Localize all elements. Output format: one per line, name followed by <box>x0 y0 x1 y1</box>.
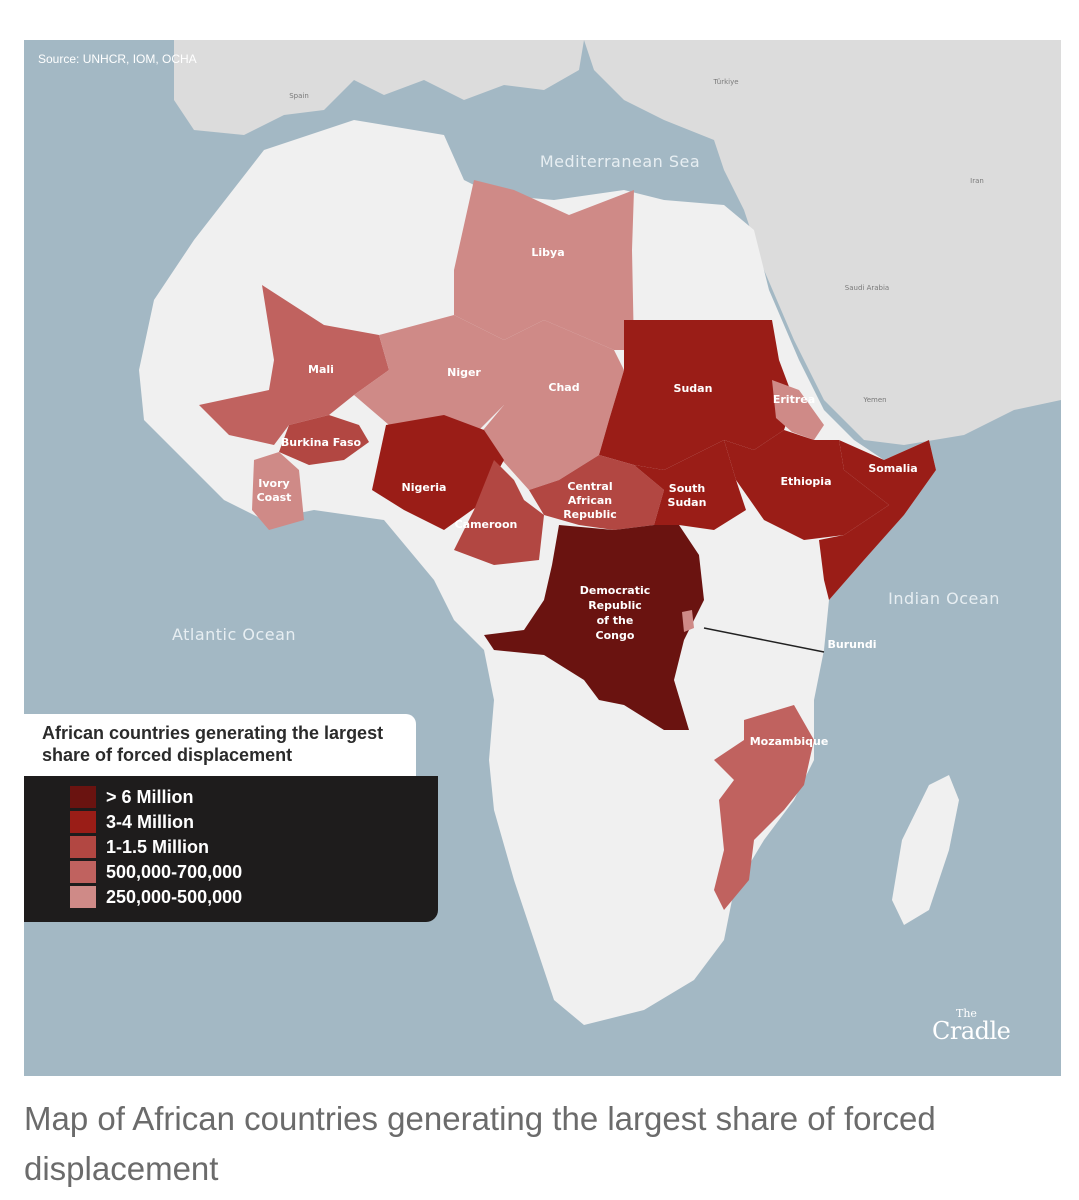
mediterranean-sea-label: Mediterranean Sea <box>540 152 700 171</box>
legend-swatch <box>70 861 96 883</box>
turkiye-label: Türkiye <box>712 78 738 86</box>
legend-swatch <box>70 836 96 858</box>
atlantic-ocean-label: Atlantic Ocean <box>172 625 296 644</box>
drc-label-line3: of the <box>597 614 634 627</box>
cradle-logo: The Cradle <box>932 1007 1011 1045</box>
ethiopia-label: Ethiopia <box>781 475 832 488</box>
country-ivory-coast <box>252 452 304 530</box>
legend-title: African countries generating the largest… <box>24 714 416 776</box>
legend-label: 3-4 Million <box>106 811 195 832</box>
legend-label: 500,000-700,000 <box>106 861 243 882</box>
legend-item: > 6 Million <box>70 786 194 808</box>
burkina-faso-label: Burkina Faso <box>281 436 362 449</box>
libya-label: Libya <box>531 246 564 259</box>
country-libya <box>454 180 634 350</box>
legend-swatch <box>70 886 96 908</box>
legend-swatch <box>70 786 96 808</box>
legend-label: 1-1.5 Million <box>106 836 210 857</box>
chad-label: Chad <box>548 381 579 394</box>
middle-east-landmass <box>584 40 1061 445</box>
spain-label: Spain <box>289 92 309 100</box>
source-note: Source: UNHCR, IOM, OCHA <box>38 52 197 66</box>
country-mozambique <box>714 705 814 910</box>
burundi-label: Burundi <box>828 638 877 651</box>
map: Mediterranean Sea Atlantic Ocean Indian … <box>24 40 1061 1076</box>
madagascar <box>892 775 959 925</box>
south-sudan-label-line1: South <box>669 482 705 495</box>
indian-ocean-label: Indian Ocean <box>888 589 1000 608</box>
country-eritrea <box>772 380 824 440</box>
car-label-line3: Republic <box>563 508 617 521</box>
south-sudan-label-line2: Sudan <box>668 496 707 509</box>
sudan-label: Sudan <box>674 382 713 395</box>
yemen-label: Yemen <box>862 396 886 404</box>
cameroon-label: Cameroon <box>455 518 518 531</box>
somalia-label: Somalia <box>868 462 917 475</box>
country-somalia <box>819 440 936 600</box>
country-burundi <box>682 610 694 632</box>
map-canvas: Mediterranean Sea Atlantic Ocean Indian … <box>24 40 1061 1076</box>
nigeria-label: Nigeria <box>402 481 447 494</box>
car-label-line2: African <box>568 494 612 507</box>
ivory-coast-label-line2: Coast <box>257 491 292 504</box>
country-car <box>529 455 664 530</box>
legend-label: 250,000-500,000 <box>106 886 243 907</box>
country-nigeria <box>372 415 504 530</box>
country-ethiopia <box>724 430 889 540</box>
country-cameroon <box>454 460 544 565</box>
niger-label: Niger <box>447 366 481 379</box>
country-mali <box>199 285 389 445</box>
country-burkina-faso <box>279 415 369 465</box>
country-drc <box>484 525 704 730</box>
legend-swatch <box>70 811 96 833</box>
europe-landmass <box>174 40 584 135</box>
country-south-sudan <box>634 440 746 530</box>
ivory-coast-label-line1: Ivory <box>258 477 289 490</box>
mali-label: Mali <box>308 363 334 376</box>
country-chad <box>479 320 624 490</box>
logo-name: Cradle <box>932 1017 1011 1045</box>
drc-label-line4: Congo <box>596 629 635 642</box>
legend-label: > 6 Million <box>106 786 194 807</box>
saudi-arabia-label: Saudi Arabia <box>845 284 889 292</box>
legend-item: 1-1.5 Million <box>70 836 209 858</box>
logo-the: The <box>956 1007 977 1020</box>
map-caption: Map of African countries generating the … <box>24 1100 936 1187</box>
drc-label-line1: Democratic <box>580 584 651 597</box>
legend: > 6 Million 3-4 Million 1-1.5 Million 50… <box>24 776 438 922</box>
mozambique-label: Mozambique <box>750 735 829 748</box>
eritrea-label: Eritrea <box>773 393 815 406</box>
legend-item: 250,000-500,000 <box>70 886 242 908</box>
legend-item: 500,000-700,000 <box>70 861 242 883</box>
iran-label: Iran <box>970 177 984 185</box>
drc-label-line2: Republic <box>588 599 642 612</box>
country-sudan <box>599 320 794 470</box>
burundi-pointer-line <box>703 627 825 653</box>
country-niger <box>354 315 524 435</box>
car-label-line1: Central <box>567 480 612 493</box>
legend-item: 3-4 Million <box>70 811 194 833</box>
